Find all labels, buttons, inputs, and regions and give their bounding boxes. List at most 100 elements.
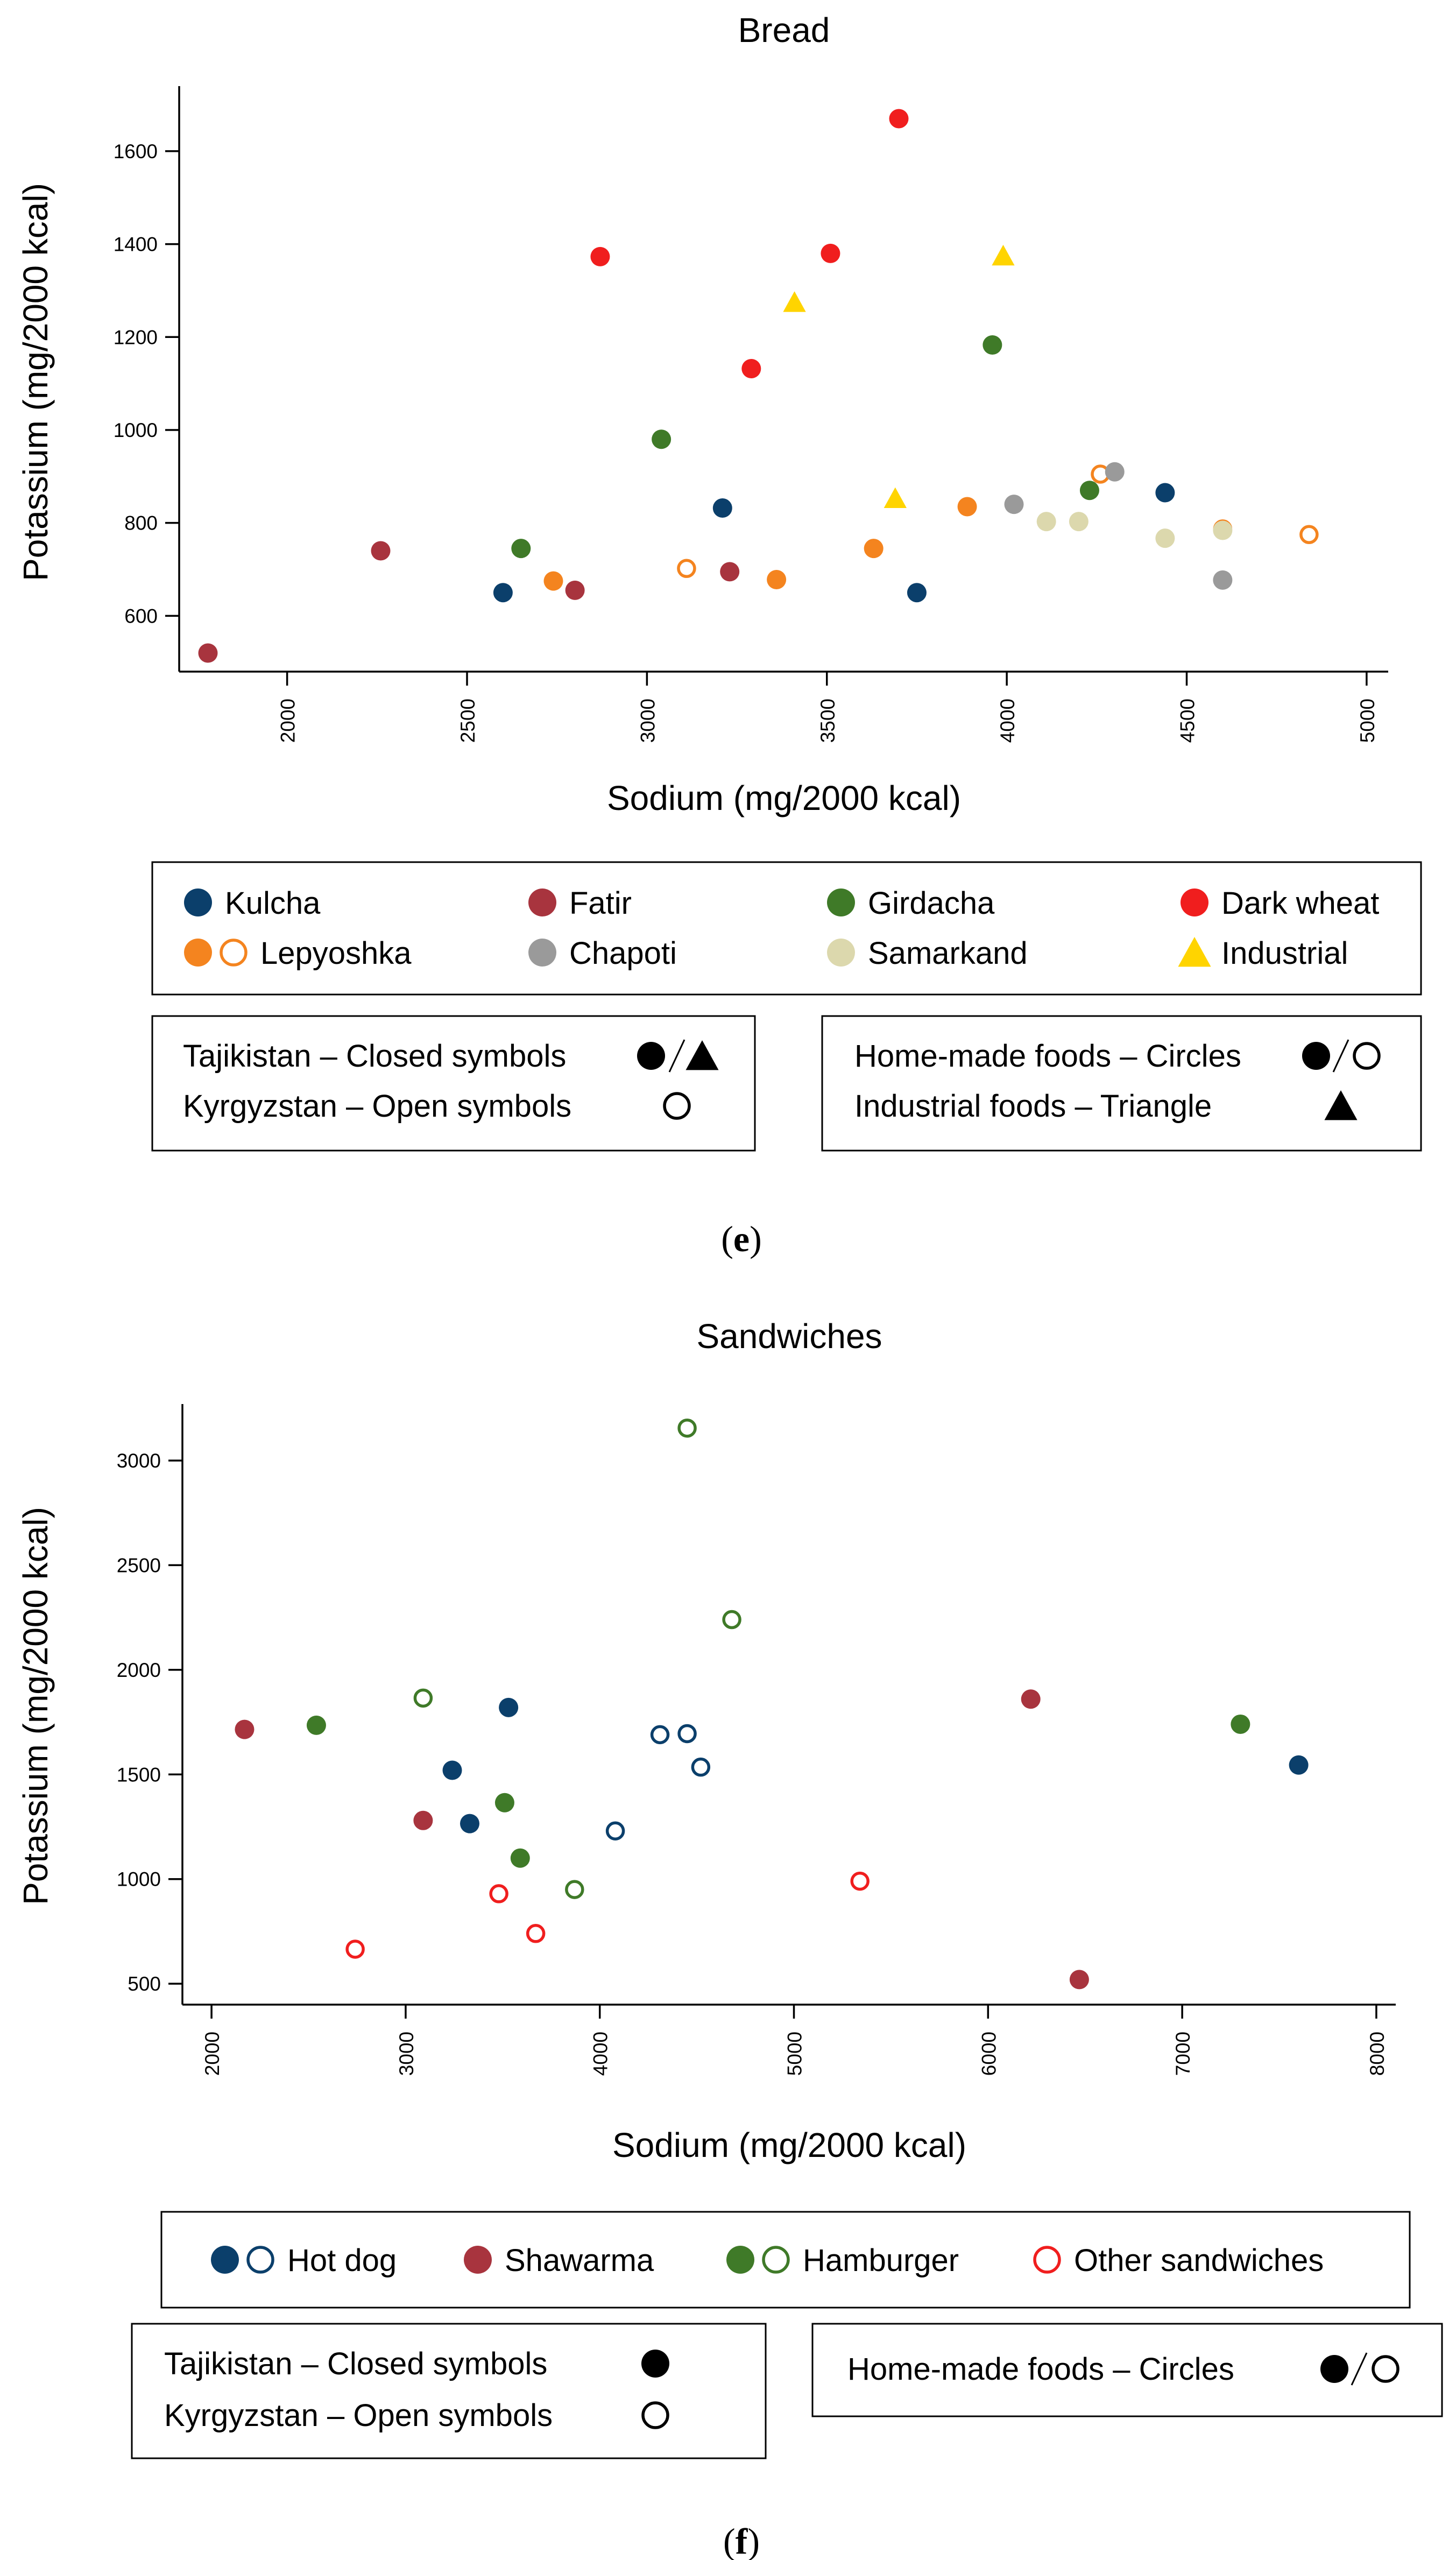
x-tick-label: 2000	[201, 2032, 223, 2076]
notes-text: Home-made foods – Circles	[847, 2352, 1234, 2387]
legend-label-other: Other sandwiches	[1074, 2243, 1324, 2278]
notes-symbol-open-circle	[1372, 2355, 1400, 2383]
x-tick-label: 4000	[996, 699, 1019, 743]
notes-text: Tajikistan – Closed symbols	[183, 1039, 566, 1074]
data-point-dark_wheat	[821, 243, 840, 263]
data-point-hot_dog-open	[691, 1757, 711, 1777]
legend-label-kulcha: Kulcha	[225, 886, 321, 921]
data-point-girdacha	[1079, 481, 1099, 500]
data-point-hot_dog	[499, 1697, 519, 1717]
data-point-shawarma	[1021, 1689, 1041, 1709]
data-point-hot_dog	[460, 1814, 479, 1833]
data-point-lepyoshka	[864, 539, 884, 559]
legend-label-lepyoshka: Lepyoshka	[260, 936, 412, 971]
x-tick-label: 4000	[590, 2032, 612, 2076]
legend-label-chapoti: Chapoti	[569, 936, 677, 971]
legend-symbol-open-circle	[220, 939, 248, 967]
data-point-kulcha	[1155, 483, 1175, 503]
y-tick-label: 2500	[117, 1554, 161, 1576]
data-point-industrial	[992, 244, 1015, 266]
data-point-hamburger	[510, 1848, 530, 1868]
y-tick-label: 2000	[117, 1659, 161, 1681]
notes-text: Kyrgyzstan – Open symbols	[183, 1089, 571, 1124]
notes-symbol-closed-circle	[1302, 1042, 1330, 1070]
legend-symbol-triangle	[1178, 936, 1211, 967]
data-point-hot_dog-open	[605, 1821, 625, 1841]
legend-symbol-closed-circle	[184, 939, 212, 967]
data-point-lepyoshka-open	[1299, 525, 1319, 545]
data-point-fatir	[565, 580, 585, 600]
chart-panel-f: Sandwiches 2000 3000 4000 5000 6000 7000 8000 50…	[16, 1317, 1443, 2560]
y-axis-label: Potassium (mg/2000 kcal)	[16, 1507, 55, 1905]
y-tick-label: 800	[124, 512, 158, 534]
legend-symbol-open-circle	[1033, 2246, 1061, 2274]
data-point-hamburger-open	[413, 1688, 433, 1708]
y-tick-label: 600	[124, 605, 158, 627]
data-point-dark_wheat	[889, 109, 909, 129]
notes-symbol-triangle	[685, 1040, 719, 1070]
y-tick-label: 500	[128, 1973, 161, 1995]
data-point-fatir	[198, 643, 218, 663]
panel-label: (f)	[723, 2521, 760, 2560]
data-point-dark_wheat	[590, 246, 610, 266]
legend-label-girdacha: Girdacha	[868, 886, 995, 921]
x-tick-label: 3000	[637, 699, 659, 743]
y-tick-label: 1000	[114, 419, 158, 441]
notes-symbol-slash	[1332, 1039, 1349, 1073]
data-point-other-open	[526, 1924, 546, 1943]
data-point-lepyoshka	[543, 571, 563, 591]
notes-symbol-open-circle	[1353, 1042, 1381, 1070]
y-tick-label: 1200	[114, 326, 158, 348]
x-tick-label: 2000	[277, 699, 299, 743]
x-tick-label: 4500	[1177, 699, 1199, 743]
notes-text: Tajikistan – Closed symbols	[164, 2346, 547, 2381]
x-axis-label: Sodium (mg/2000 kcal)	[612, 2126, 966, 2164]
data-point-girdacha	[652, 429, 672, 449]
notes-text: Industrial foods – Triangle	[854, 1089, 1212, 1124]
notes-box-right	[821, 1015, 1422, 1152]
data-point-industrial	[884, 487, 907, 509]
data-point-industrial	[783, 291, 806, 312]
panel-label: (e)	[721, 1218, 762, 1259]
y-tick-label: 1000	[117, 1868, 161, 1891]
legend-label-hamburger: Hamburger	[803, 2243, 959, 2278]
data-point-fatir	[720, 562, 740, 582]
data-point-hot_dog	[1289, 1755, 1309, 1775]
notes-text: Kyrgyzstan – Open symbols	[164, 2398, 553, 2433]
data-point-hamburger-open	[677, 1418, 697, 1438]
data-point-fatir	[371, 541, 391, 561]
chart-title: Sandwiches	[696, 1317, 882, 1356]
data-point-shawarma	[235, 1719, 255, 1739]
legend-label-fatir: Fatir	[569, 886, 632, 921]
data-point-hamburger	[306, 1715, 326, 1735]
data-point-other-open	[489, 1884, 508, 1903]
data-point-hamburger	[494, 1793, 514, 1813]
y-tick-label: 1500	[117, 1764, 161, 1786]
x-tick-label: 5000	[784, 2032, 806, 2076]
notes-text: Home-made foods – Circles	[854, 1039, 1241, 1074]
data-point-hamburger-open	[722, 1610, 741, 1630]
legend-label-dark_wheat: Dark wheat	[1221, 886, 1379, 921]
data-point-lepyoshka	[957, 497, 977, 517]
data-point-hot_dog-open	[650, 1725, 670, 1745]
data-point-other-open	[345, 1940, 365, 1959]
legend-symbol-open-circle	[762, 2246, 790, 2274]
notes-symbol-closed-circle	[641, 2350, 669, 2378]
x-tick-label: 8000	[1366, 2032, 1388, 2076]
legend-label-shawarma: Shawarma	[505, 2243, 654, 2278]
notes-box-right	[811, 2323, 1443, 2417]
notes-symbol-closed-circle	[1320, 2355, 1348, 2383]
legend-symbol-closed-circle	[211, 2246, 239, 2274]
legend-label-industrial: Industrial	[1221, 936, 1348, 971]
data-point-other-open	[850, 1871, 870, 1891]
data-point-kulcha	[712, 498, 732, 518]
notes-box-left	[151, 1015, 756, 1152]
notes-symbol-slash	[1351, 2352, 1368, 2386]
x-tick-label: 3000	[395, 2032, 418, 2076]
chart-title: Bread	[738, 11, 830, 50]
data-point-girdacha	[511, 539, 531, 559]
x-tick-label: 6000	[978, 2032, 1000, 2076]
x-tick-label: 7000	[1172, 2032, 1194, 2076]
legend-symbol-closed-circle	[464, 2246, 492, 2274]
